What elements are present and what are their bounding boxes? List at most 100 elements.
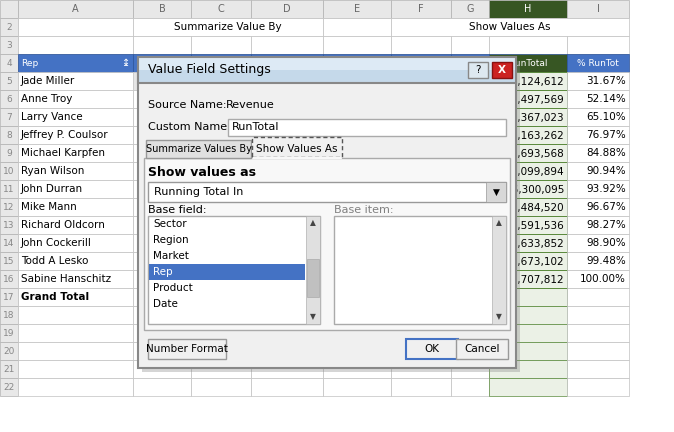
Bar — [251, 0, 323, 18]
Text: $6,591,536: $6,591,536 — [504, 220, 564, 230]
Text: Mike Mann: Mike Mann — [21, 202, 77, 212]
Bar — [391, 270, 451, 288]
Text: 17: 17 — [3, 292, 15, 302]
Text: Number Format: Number Format — [146, 344, 228, 354]
Bar — [251, 270, 323, 288]
Bar — [391, 126, 451, 144]
Text: Jade Miller: Jade Miller — [21, 76, 75, 86]
Bar — [0, 252, 18, 270]
Bar — [18, 0, 133, 18]
Bar — [391, 252, 451, 270]
Bar — [451, 198, 489, 216]
Text: I: I — [596, 4, 599, 14]
Bar — [251, 72, 323, 90]
Bar — [191, 306, 251, 324]
Text: C: C — [218, 4, 224, 14]
Bar — [334, 216, 506, 324]
Bar — [323, 234, 391, 252]
Bar — [489, 324, 567, 342]
Bar — [133, 270, 191, 288]
Bar — [251, 36, 323, 54]
Text: ▲: ▲ — [496, 219, 502, 228]
Bar — [451, 126, 489, 144]
Bar — [133, 360, 191, 378]
Bar — [323, 54, 391, 72]
Text: 93.92%: 93.92% — [586, 184, 626, 194]
Bar — [0, 72, 18, 90]
Bar — [451, 162, 489, 180]
Text: Larry Vance: Larry Vance — [21, 112, 83, 122]
Text: Product: Product — [153, 283, 193, 293]
Text: John Cockerill: John Cockerill — [21, 238, 92, 248]
Bar — [148, 216, 320, 324]
Text: 18: 18 — [3, 311, 15, 320]
Bar — [567, 234, 629, 252]
Text: OK: OK — [425, 344, 439, 354]
Text: RunTotal: RunTotal — [232, 122, 280, 132]
Bar — [567, 108, 629, 126]
Bar — [18, 234, 133, 252]
Text: 52.14%: 52.14% — [586, 94, 626, 104]
Text: RunTotal: RunTotal — [509, 58, 547, 67]
Bar — [0, 288, 18, 306]
Bar — [133, 0, 191, 18]
Bar — [142, 61, 520, 372]
Bar — [567, 54, 629, 72]
Text: ▼: ▼ — [493, 187, 499, 197]
Bar — [18, 324, 133, 342]
Text: E: E — [354, 4, 360, 14]
Bar — [0, 378, 18, 396]
Text: $6,673,102: $6,673,102 — [504, 256, 564, 266]
Bar — [567, 252, 629, 270]
Bar — [18, 252, 133, 270]
Bar — [138, 57, 516, 83]
Bar — [133, 144, 191, 162]
Text: Summarize Value By: Summarize Value By — [174, 22, 282, 32]
Bar — [149, 264, 305, 280]
Text: G: G — [466, 4, 474, 14]
Bar — [567, 0, 629, 18]
Bar — [251, 378, 323, 396]
Bar — [567, 288, 629, 306]
Text: 99.48%: 99.48% — [586, 256, 626, 266]
Bar — [0, 180, 18, 198]
Bar — [489, 234, 567, 252]
Bar — [251, 360, 323, 378]
Bar — [489, 0, 567, 18]
Bar — [251, 252, 323, 270]
Text: 6: 6 — [6, 95, 12, 104]
Bar — [489, 270, 567, 288]
Text: Show Values As: Show Values As — [256, 144, 338, 154]
Text: Jeffrey P. Coulsor: Jeffrey P. Coulsor — [21, 130, 109, 140]
Bar — [252, 137, 342, 157]
Bar — [567, 270, 629, 288]
Bar — [191, 378, 251, 396]
Bar — [0, 306, 18, 324]
Text: Sabine Hanschitz: Sabine Hanschitz — [21, 274, 111, 284]
Bar — [451, 270, 489, 288]
Text: ↨: ↨ — [122, 58, 130, 68]
Bar — [567, 162, 629, 180]
Text: $3,497,569: $3,497,569 — [504, 94, 564, 104]
Bar — [391, 180, 451, 198]
Bar — [138, 57, 516, 368]
Text: Rank: Rank — [459, 58, 481, 67]
Text: 98.27%: 98.27% — [586, 220, 626, 230]
Text: % of Total: % of Total — [335, 58, 379, 67]
Bar — [191, 36, 251, 54]
Text: Running Total In: Running Total In — [154, 187, 243, 197]
Text: Rep: Rep — [21, 58, 38, 67]
Bar — [323, 270, 391, 288]
Bar — [251, 342, 323, 360]
Text: Total: Total — [152, 58, 173, 67]
Bar — [323, 36, 391, 54]
Text: 13: 13 — [3, 220, 15, 229]
Bar — [468, 62, 488, 78]
Text: 96.67%: 96.67% — [586, 202, 626, 212]
Bar — [567, 36, 629, 54]
Text: 3: 3 — [6, 41, 12, 50]
Bar — [323, 378, 391, 396]
Text: John Durran: John Durran — [21, 184, 83, 194]
Bar — [323, 288, 391, 306]
Bar — [133, 198, 191, 216]
